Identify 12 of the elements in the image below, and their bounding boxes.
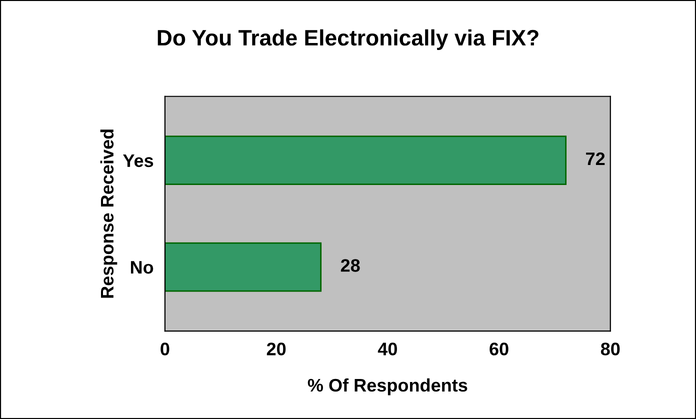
x-tick-label: 20 bbox=[266, 342, 286, 356]
data-label: 28 bbox=[340, 259, 360, 272]
chart-title: Do You Trade Electronically via FIX? bbox=[158, 29, 538, 50]
y-axis-title: Response Received bbox=[100, 130, 118, 298]
data-label: 72 bbox=[586, 152, 605, 166]
x-tick-label: 60 bbox=[490, 342, 508, 356]
y-tick-label: No bbox=[130, 261, 154, 274]
x-tick-label: 40 bbox=[378, 342, 397, 356]
x-axis-title: % Of Respondents bbox=[308, 378, 468, 396]
x-tick-label: 0 bbox=[160, 342, 170, 356]
y-tick-label: Yes bbox=[123, 154, 154, 168]
x-tick-label: 80 bbox=[600, 342, 620, 356]
